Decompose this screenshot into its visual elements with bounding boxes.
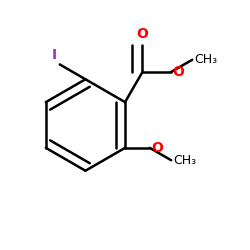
Text: O: O (172, 65, 184, 79)
Text: CH₃: CH₃ (173, 154, 196, 167)
Text: O: O (136, 27, 148, 41)
Text: CH₃: CH₃ (194, 53, 217, 66)
Text: O: O (151, 141, 163, 155)
Text: I: I (52, 48, 57, 62)
